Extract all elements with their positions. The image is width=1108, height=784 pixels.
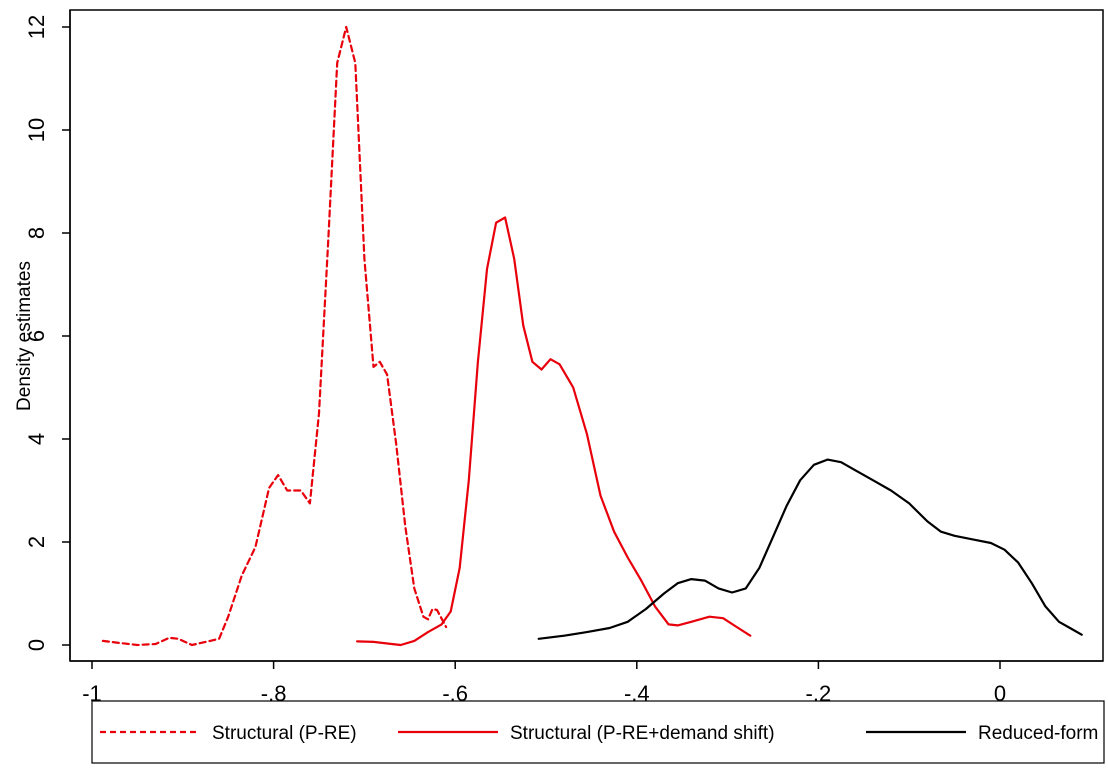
series-line-3: [537, 458, 1083, 640]
y-tick-label: 12: [24, 15, 49, 39]
legend-label-2: Structural (P-RE+demand shift): [510, 723, 775, 744]
y-tick-label: 10: [24, 118, 49, 142]
legend-label-1: Structural (P-RE): [212, 723, 357, 744]
series-layer: [101, 25, 1083, 647]
series-line-2: [356, 216, 752, 647]
y-ticks: 0 2 4 6 8 10 12: [24, 15, 70, 651]
y-tick-label: 6: [24, 330, 49, 342]
y-tick-label: 8: [24, 227, 49, 239]
y-tick-label: 2: [24, 536, 49, 548]
y-axis-title: Density estimates: [14, 261, 35, 411]
y-tick-label: 4: [24, 433, 49, 445]
legend-label-3: Reduced-form: [978, 723, 1098, 744]
x-tick-label: 0: [994, 681, 1006, 706]
x-ticks: -1 -.8 -.6 -.4 -.2 0: [82, 661, 1006, 706]
legend: Structural (P-RE) Structural (P-RE+demand…: [91, 700, 1105, 764]
plot-frame: [69, 9, 1104, 662]
y-tick-label: 0: [24, 639, 49, 651]
axes: [69, 9, 1104, 662]
x-tick-label: -1: [82, 681, 102, 706]
series-line-1: [101, 25, 448, 647]
